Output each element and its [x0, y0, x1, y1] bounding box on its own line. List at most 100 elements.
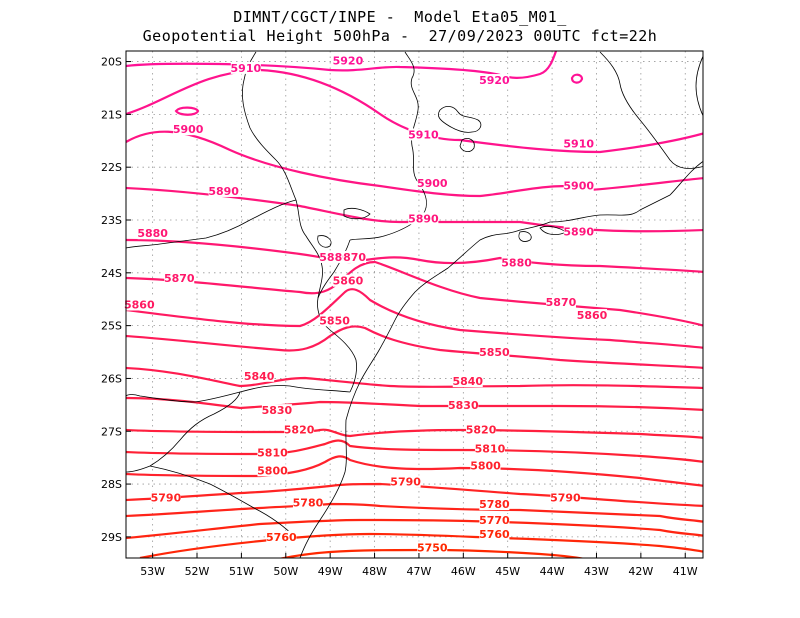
coast-border-line	[126, 199, 297, 249]
coast-border-line	[317, 239, 357, 393]
contour-label-bg	[474, 442, 505, 455]
contour-label-bg	[257, 446, 288, 459]
contour-label-5850: 5850	[479, 346, 510, 359]
contour-label-bg	[266, 530, 297, 543]
contour-label-5780: 5780	[293, 497, 324, 510]
contour-label-bg	[332, 274, 363, 287]
x-tick-label: 48W	[362, 565, 387, 578]
contour-label-5760: 5760	[266, 531, 297, 544]
contour-label-5870: 5870	[164, 272, 195, 285]
contour-label-5840: 5840	[452, 375, 483, 388]
contour-label-bg	[230, 61, 261, 74]
y-tick-label: 27S	[101, 425, 122, 438]
x-tick-label: 53W	[140, 565, 165, 578]
contour-label-bg	[284, 423, 315, 436]
contour-label-5890: 5890	[208, 185, 239, 198]
contour-label-bg	[448, 398, 479, 411]
contour-label-5800: 5800	[257, 464, 288, 477]
contour-line-5910	[126, 68, 703, 154]
y-tick-label: 21S	[101, 108, 122, 121]
x-tick-label: 45W	[495, 565, 520, 578]
coast-border-line	[518, 231, 532, 242]
contour-label-5830: 5830	[262, 404, 293, 417]
contour-label-5870: 5870	[546, 296, 577, 309]
contour-label-bg	[577, 309, 608, 322]
contour-line-5760	[139, 532, 703, 558]
contour-label-5760: 5760	[479, 528, 510, 541]
y-tick-label: 25S	[101, 320, 122, 333]
contour-line-5850	[126, 325, 703, 369]
contour-label-5880: 5880	[319, 251, 350, 264]
contour-label-bg	[173, 123, 204, 136]
contour-label-bg	[479, 528, 510, 541]
coast-border-line	[695, 55, 703, 117]
contour-label-5770: 5770	[479, 514, 510, 527]
y-tick-label: 20S	[101, 56, 122, 69]
contour-label-5900: 5900	[417, 177, 448, 190]
contour-lines	[126, 51, 703, 558]
contour-line-5800	[126, 455, 703, 487]
coast-border-line	[317, 235, 332, 248]
coast-border-line	[599, 51, 703, 169]
x-tick-label: 46W	[451, 565, 476, 578]
contour-label-bg	[292, 496, 323, 509]
contour-label-5910: 5910	[408, 128, 439, 141]
contour-label-bg	[150, 491, 181, 504]
contour-label-bg	[452, 375, 483, 388]
contour-label-5790: 5790	[390, 475, 421, 488]
contour-label-5780: 5780	[479, 498, 510, 511]
contour-label-5810: 5810	[475, 443, 506, 456]
x-tick-label: 49W	[318, 565, 343, 578]
contour-closed-5910	[174, 106, 200, 116]
contour-label-5880: 5880	[501, 256, 532, 269]
contour-label-bg	[261, 404, 292, 417]
contour-label-5840: 5840	[244, 370, 275, 383]
contour-label-5830: 5830	[448, 399, 479, 412]
coast-border-line	[275, 159, 323, 299]
contour-label-5910: 5910	[563, 137, 594, 150]
coast-border-line	[299, 160, 703, 558]
x-tick-label: 51W	[229, 565, 254, 578]
y-tick-label: 24S	[101, 267, 122, 280]
contour-label-5810: 5810	[257, 446, 288, 459]
contour-label-bg	[470, 459, 501, 472]
contour-label-bg	[332, 54, 363, 67]
contour-label-bg	[563, 137, 594, 150]
contour-label-bg	[124, 298, 155, 311]
contour-label-5910: 5910	[231, 62, 262, 75]
coast-border-line	[149, 465, 297, 539]
coast-border-line	[438, 106, 482, 133]
contour-label-5860: 5860	[124, 299, 155, 312]
map-frame	[125, 50, 704, 559]
contour-label-5920: 5920	[479, 74, 510, 87]
contour-line-5870	[126, 260, 703, 327]
contour-label-5860: 5860	[333, 275, 364, 288]
contour-label-5890: 5890	[563, 226, 594, 239]
contour-label-bg	[244, 369, 275, 382]
x-tick-label: 43W	[584, 565, 609, 578]
coast-border-line	[126, 391, 241, 473]
contour-label-bg	[479, 346, 510, 359]
contour-label-bg	[501, 256, 532, 269]
x-tick-label: 41W	[673, 565, 698, 578]
contour-label-bg	[164, 272, 195, 285]
y-tick-label: 22S	[101, 161, 122, 174]
y-tick-label: 26S	[101, 372, 122, 385]
x-tick-label: 50W	[273, 565, 298, 578]
contour-label-5870: 870	[343, 251, 366, 264]
contour-label-bg	[319, 250, 350, 263]
contour-label-5900: 5900	[173, 123, 204, 136]
contour-label-bg	[563, 179, 594, 192]
contour-label-bg	[479, 513, 510, 526]
x-tick-label: 47W	[407, 565, 432, 578]
contour-line-5860	[126, 288, 703, 349]
contour-line-5900	[126, 130, 703, 198]
axis-ticks: 53W 52W 51W 50W 49W 48W 47W 46W 45W 44W 43W 42W 41W 2…	[101, 56, 698, 578]
contour-label-bg	[479, 498, 510, 511]
contour-label-5920: 5920	[333, 55, 364, 68]
contour-labels: 5920 5920 5910 5910 5910 5900 5900 5900 5890 5890…	[124, 54, 608, 554]
coast-border-line	[459, 138, 475, 152]
contour-label-5850: 5850	[319, 314, 350, 327]
contour-closed-5920	[570, 73, 584, 84]
contour-label-bg	[479, 74, 510, 87]
